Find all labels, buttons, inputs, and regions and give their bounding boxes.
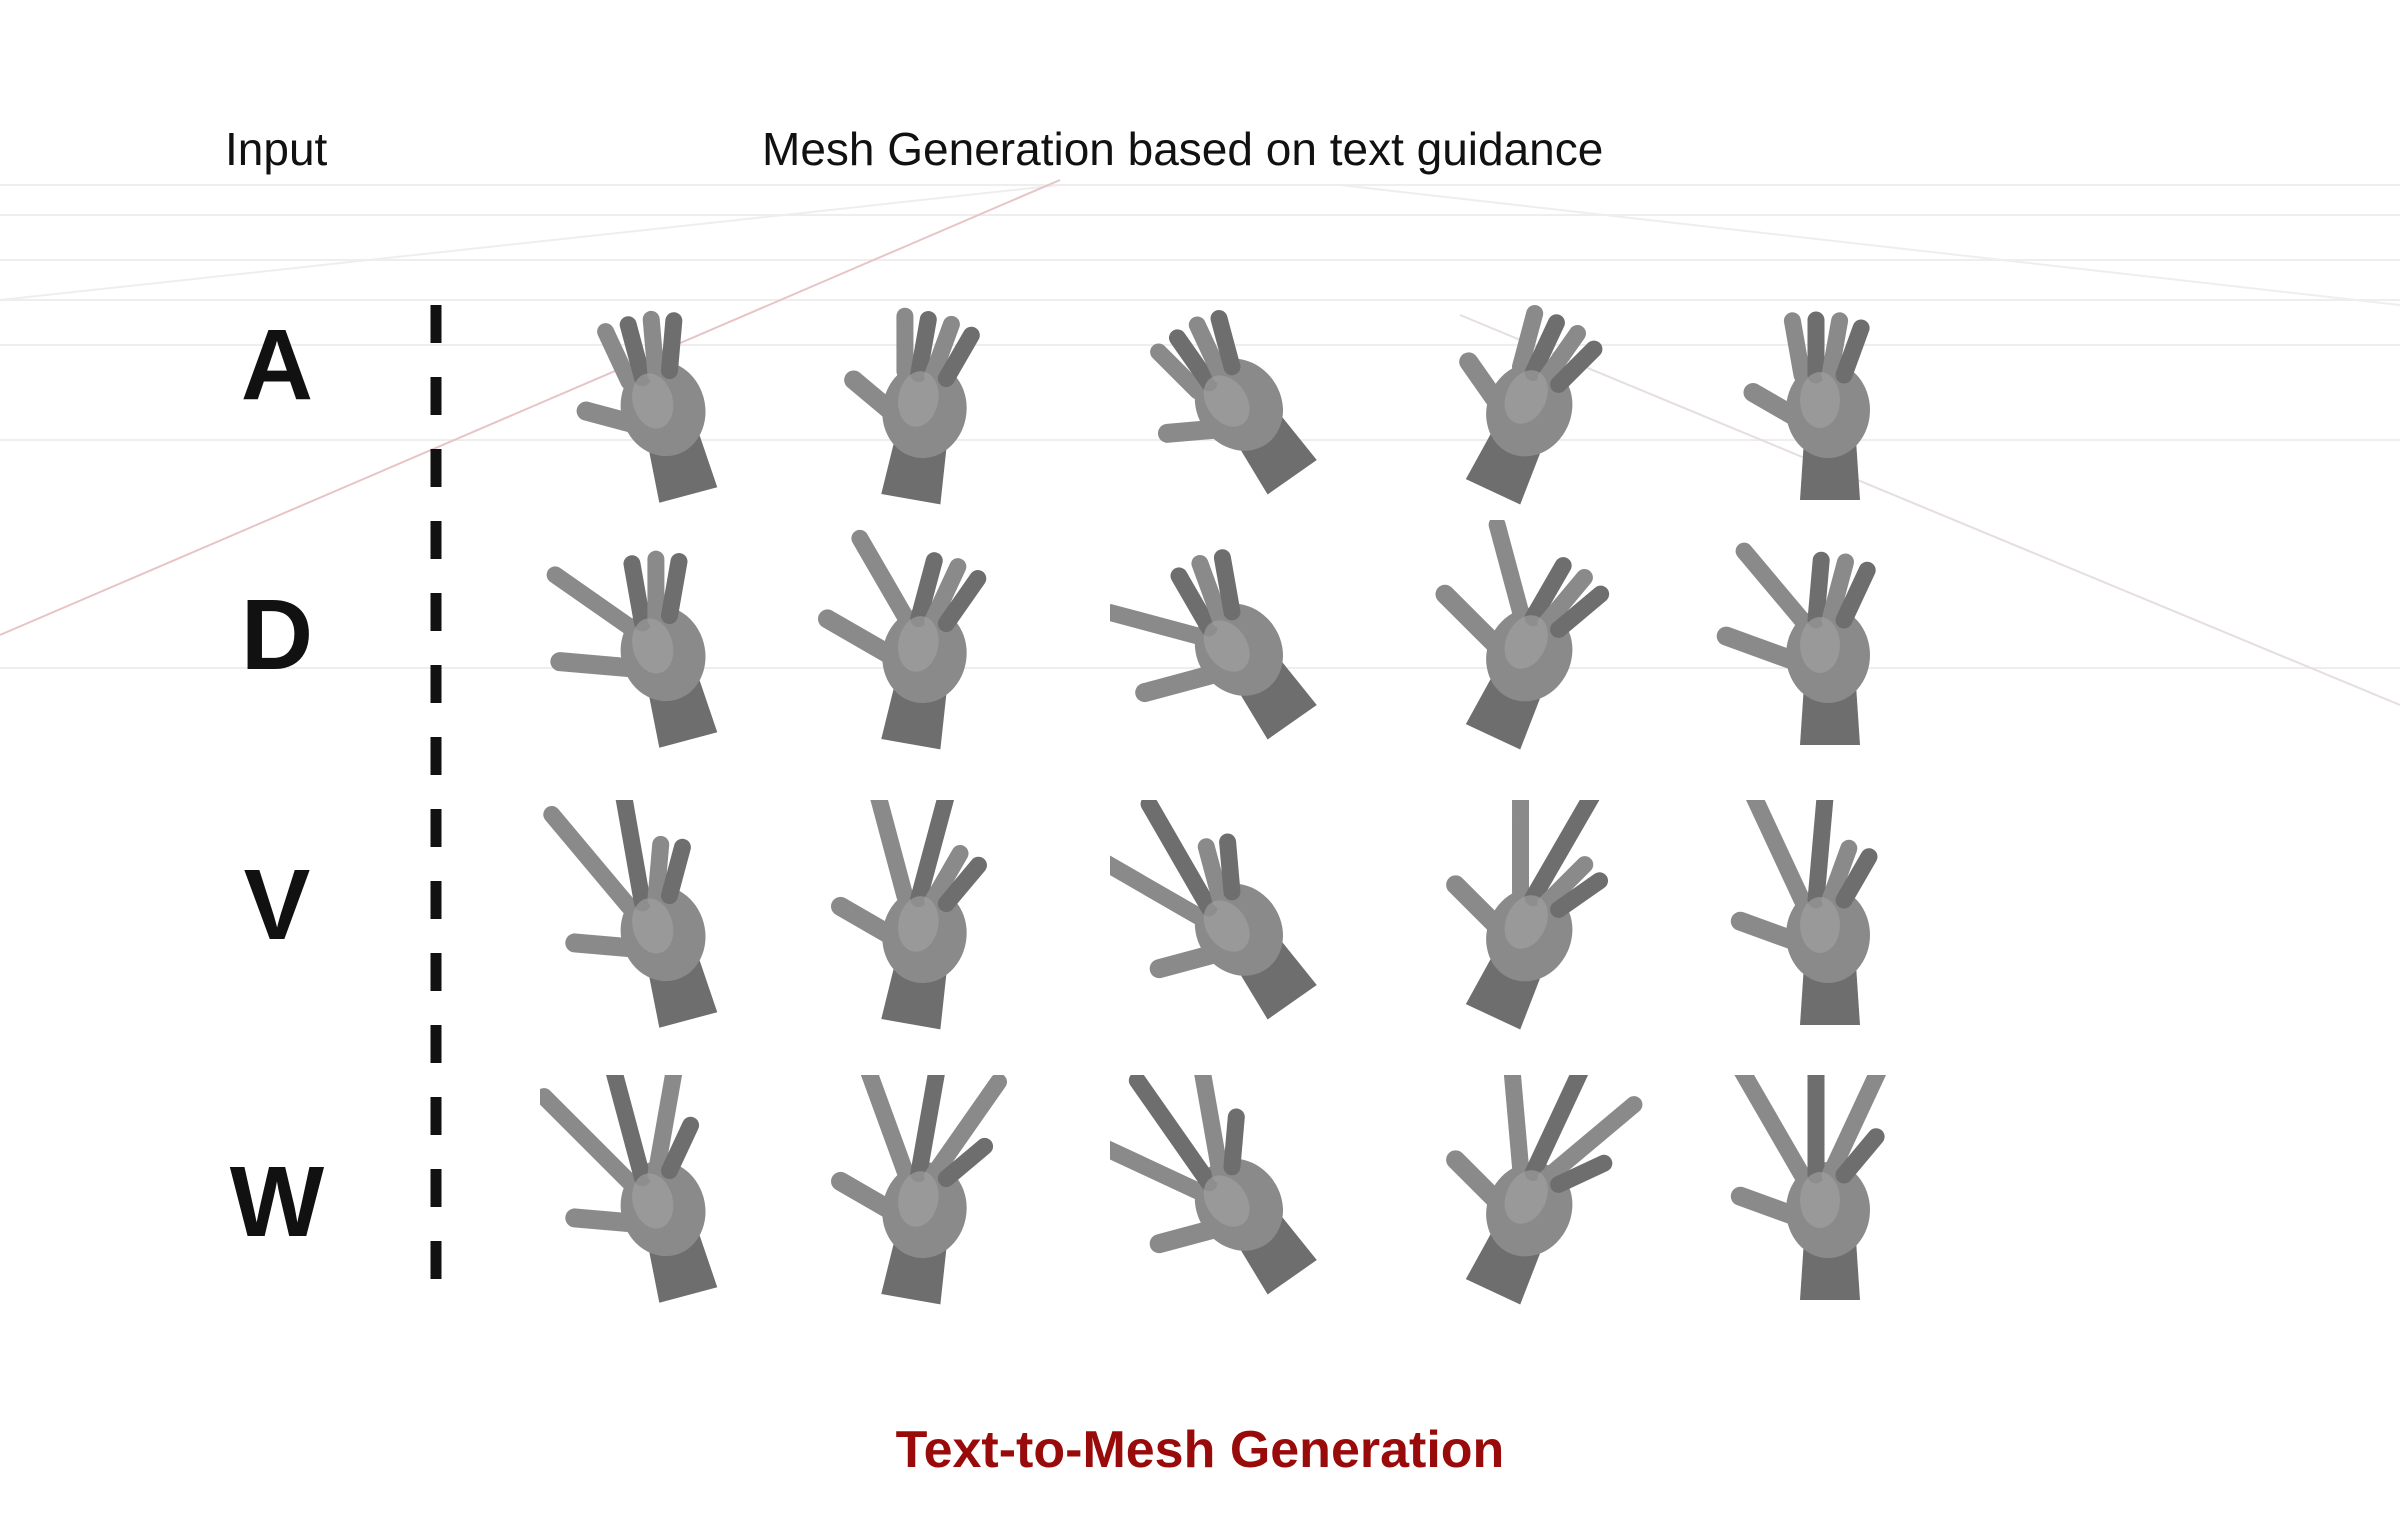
- hand-mesh-icon: [543, 800, 718, 1028]
- hand-mesh-icon: [1150, 310, 1317, 495]
- row-label-a: A: [240, 309, 314, 421]
- generation-column-header: Mesh Generation based on text guidance: [762, 123, 1604, 175]
- hand-mesh-icon: [576, 310, 718, 503]
- hand-mesh-icon: [1446, 800, 1609, 1030]
- figure-caption: Text-to-Mesh Generation: [895, 1421, 1505, 1479]
- hand-mesh-icon: [1110, 1075, 1317, 1295]
- row-label-v: V: [243, 849, 311, 961]
- hand-mesh-icon: [844, 307, 980, 505]
- hand-mesh-icon: [1110, 549, 1317, 740]
- hand-mesh-icon: [1743, 311, 1870, 500]
- hand-mesh-icon: [1446, 1075, 1643, 1305]
- hand-mesh-icon: [1730, 800, 1878, 1025]
- hand-mesh-icon: [818, 529, 987, 750]
- row-label-d: D: [240, 579, 314, 691]
- dashed-divider: [430, 305, 442, 1280]
- input-column-header: Input: [225, 123, 328, 175]
- row-label-w: W: [229, 1146, 325, 1258]
- hand-mesh-icon: [546, 550, 718, 748]
- hand-mesh-icon: [1459, 305, 1603, 505]
- hand-mesh-icon: [1435, 520, 1610, 750]
- hand-mesh-icon: [1716, 542, 1876, 745]
- hand-mesh-icon: [1110, 800, 1317, 1020]
- hand-mesh-icon: [540, 1075, 718, 1303]
- hand-mesh-icon: [1730, 1075, 1887, 1300]
- hand-mesh-icon: [831, 1075, 1007, 1305]
- hand-mesh-icon: [831, 800, 987, 1030]
